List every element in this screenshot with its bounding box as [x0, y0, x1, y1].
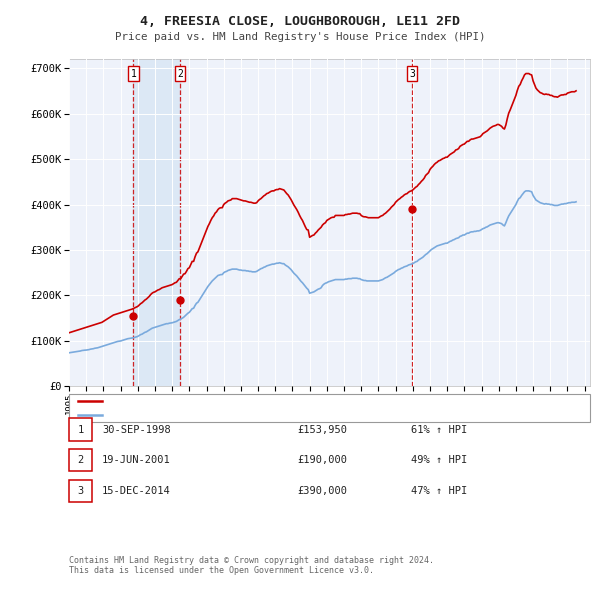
- Text: 1: 1: [131, 69, 136, 78]
- Text: £390,000: £390,000: [297, 486, 347, 496]
- Text: 3: 3: [77, 486, 83, 496]
- Text: 2: 2: [177, 69, 183, 78]
- Text: 2: 2: [77, 455, 83, 465]
- Text: Contains HM Land Registry data © Crown copyright and database right 2024.
This d: Contains HM Land Registry data © Crown c…: [69, 556, 434, 575]
- Text: HPI: Average price, detached house, Charnwood: HPI: Average price, detached house, Char…: [106, 410, 371, 419]
- Text: 61% ↑ HPI: 61% ↑ HPI: [411, 425, 467, 434]
- Text: 4, FREESIA CLOSE, LOUGHBOROUGH, LE11 2FD (detached house): 4, FREESIA CLOSE, LOUGHBOROUGH, LE11 2FD…: [106, 396, 441, 406]
- Text: 49% ↑ HPI: 49% ↑ HPI: [411, 455, 467, 465]
- Text: 15-DEC-2014: 15-DEC-2014: [102, 486, 171, 496]
- Text: 1: 1: [77, 425, 83, 434]
- Text: 3: 3: [409, 69, 415, 78]
- Text: £190,000: £190,000: [297, 455, 347, 465]
- Text: 19-JUN-2001: 19-JUN-2001: [102, 455, 171, 465]
- Text: 47% ↑ HPI: 47% ↑ HPI: [411, 486, 467, 496]
- Text: 4, FREESIA CLOSE, LOUGHBOROUGH, LE11 2FD: 4, FREESIA CLOSE, LOUGHBOROUGH, LE11 2FD: [140, 15, 460, 28]
- Text: Price paid vs. HM Land Registry's House Price Index (HPI): Price paid vs. HM Land Registry's House …: [115, 32, 485, 42]
- Text: £153,950: £153,950: [297, 425, 347, 434]
- Text: 30-SEP-1998: 30-SEP-1998: [102, 425, 171, 434]
- Bar: [133, 59, 180, 386]
